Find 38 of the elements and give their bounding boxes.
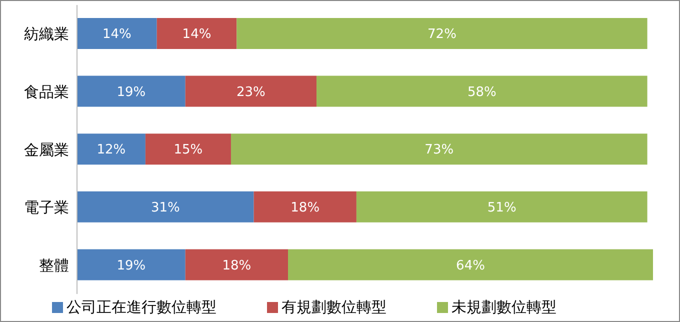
bar <box>185 76 317 107</box>
bar <box>356 191 648 222</box>
bar <box>254 191 356 222</box>
data-label: 73% <box>424 142 454 158</box>
bar <box>145 134 231 165</box>
data-label: 12% <box>96 142 126 158</box>
data-label: 58% <box>467 84 496 100</box>
bar <box>77 18 157 49</box>
bar <box>77 134 146 165</box>
data-label: 18% <box>290 200 320 216</box>
bar <box>77 249 186 280</box>
y-tick-label: 整體 <box>39 256 69 274</box>
bar <box>236 18 648 49</box>
data-label: 72% <box>428 27 456 42</box>
legend-label: 未規劃數位轉型 <box>452 298 556 316</box>
bar <box>230 134 648 165</box>
bar <box>185 249 288 280</box>
data-label: 23% <box>236 84 266 100</box>
data-label: 19% <box>116 258 146 274</box>
data-label: 14% <box>102 27 132 42</box>
data-label: 15% <box>174 142 203 158</box>
y-tick-label: 食品業 <box>24 83 69 102</box>
data-label: 18% <box>222 258 252 274</box>
data-label: 51% <box>487 200 516 216</box>
legend-label: 有規劃數位轉型 <box>282 298 386 316</box>
data-label: 31% <box>150 200 180 216</box>
bar <box>288 249 653 280</box>
bar <box>77 191 254 222</box>
y-tick-label: 金屬業 <box>24 140 69 159</box>
y-tick-label: 電子業 <box>24 198 69 217</box>
data-label: 14% <box>182 27 212 42</box>
data-label: 19% <box>116 84 146 100</box>
bar <box>156 18 237 49</box>
legend-label: 公司正在進行數位轉型 <box>66 298 216 316</box>
y-tick-label: 紡織業 <box>24 25 69 44</box>
bar <box>316 76 648 107</box>
bar <box>77 76 186 107</box>
data-label: 64% <box>456 258 485 274</box>
